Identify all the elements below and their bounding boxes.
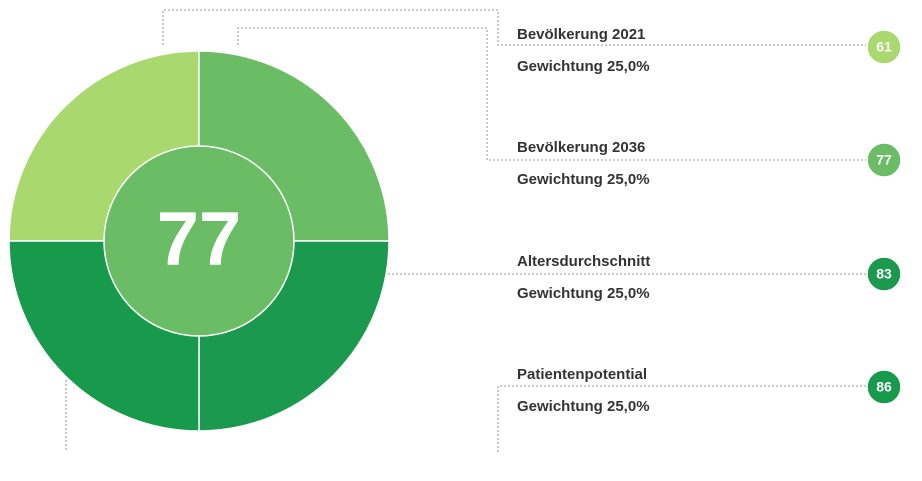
item-weight: Gewichtung 25,0%	[517, 398, 650, 415]
item-weight: Gewichtung 25,0%	[517, 285, 650, 302]
item-weight: Gewichtung 25,0%	[517, 171, 650, 188]
connector	[65, 380, 866, 452]
score-value: 77	[876, 152, 892, 168]
item-name: Bevölkerung 2021	[517, 26, 645, 43]
score-badge	[866, 29, 902, 65]
connector	[237, 27, 866, 161]
connectors	[65, 9, 866, 452]
score-value: 83	[876, 266, 892, 282]
score-value: 61	[876, 39, 892, 55]
score-badge	[866, 142, 902, 178]
item-name: Bevölkerung 2036	[517, 139, 645, 156]
item-name: Patientenpotential	[517, 366, 647, 383]
score-value: 86	[876, 379, 892, 395]
item-name: Altersdurchschnitt	[517, 253, 650, 270]
total-score: 77	[157, 197, 242, 282]
score-badge	[866, 256, 902, 292]
center-circle	[103, 145, 295, 337]
connector	[162, 9, 866, 46]
item-weight: Gewichtung 25,0%	[517, 58, 650, 75]
score-badge	[866, 369, 902, 405]
